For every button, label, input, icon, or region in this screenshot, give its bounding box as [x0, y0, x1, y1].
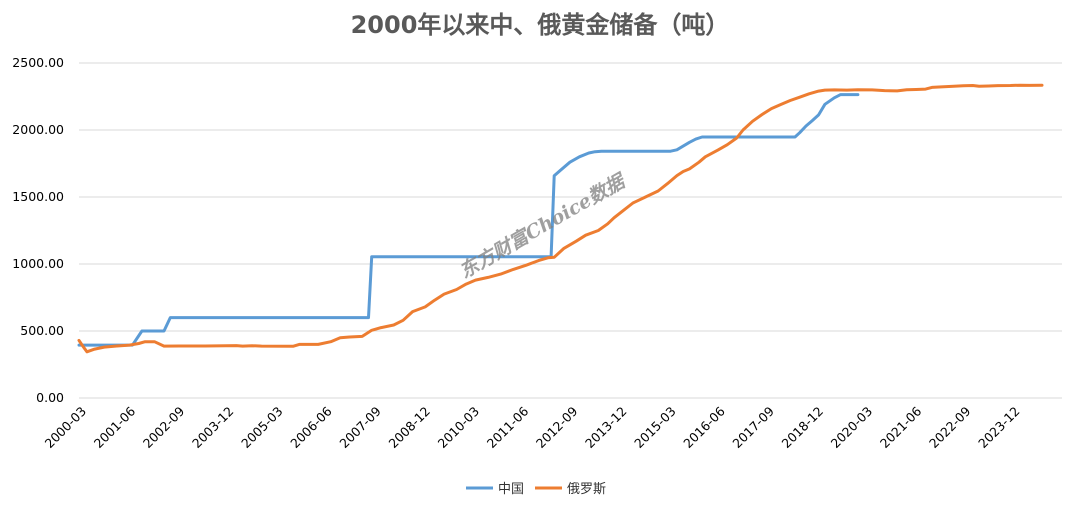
gridlines — [79, 62, 1062, 332]
y-tick-label: 500.00 — [20, 323, 64, 338]
series-line-1 — [77, 83, 1044, 354]
legend-label: 中国 — [498, 482, 524, 497]
y-tick-label: 2500.00 — [12, 55, 64, 70]
series-line-0 — [77, 93, 860, 347]
y-tick-label: 2000.00 — [12, 122, 64, 137]
series-lines — [77, 83, 1044, 354]
legend-label: 俄罗斯 — [567, 482, 606, 497]
y-tick-label: 0.00 — [36, 390, 64, 405]
chart-title: 2000年以来中、俄黄金储备（吨） — [351, 11, 730, 39]
y-axis: 0.00 500.00 1000.00 1500.00 2000.00 2500.00 — [12, 55, 64, 405]
y-tick-label: 1000.00 — [12, 256, 64, 271]
legend: 中国 俄罗斯 — [466, 482, 606, 497]
y-tick-label: 1500.00 — [12, 189, 64, 204]
